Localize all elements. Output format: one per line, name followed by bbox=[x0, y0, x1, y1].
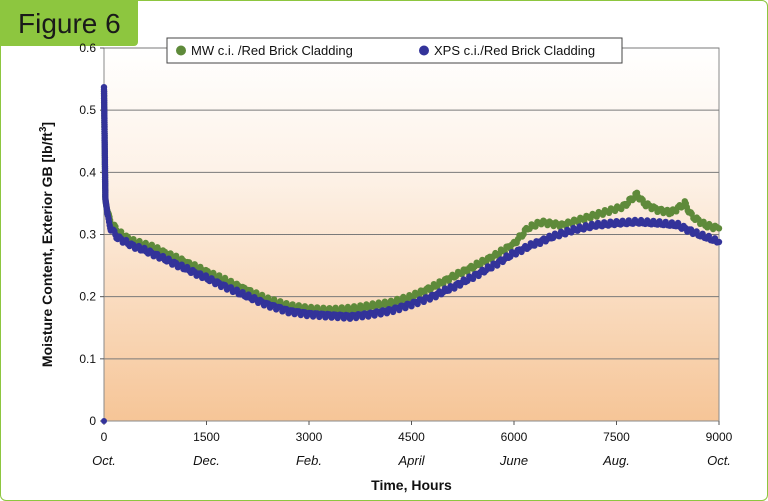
legend-label-mw: MW c.i. /Red Brick Cladding bbox=[191, 43, 353, 58]
x-tick-label: 3000 bbox=[296, 430, 323, 444]
legend-marker-mw bbox=[176, 45, 186, 56]
x-month-label: April bbox=[397, 453, 425, 468]
y-axis-label-close: ] bbox=[39, 122, 55, 127]
x-axis-ticks: 0 Oct. 1500 Dec. 3000 Feb. 4500 April 6000 June 75… bbox=[92, 421, 733, 468]
legend-box bbox=[166, 37, 623, 64]
data-point bbox=[715, 225, 723, 232]
x-tick-label: 9000 bbox=[706, 430, 733, 444]
y-axis-ticks: 0 0.1 0.2 0.3 0.4 0.5 0.6 bbox=[79, 41, 104, 428]
y-axis-label: Moisture Content, Exterior GB [lb/ft3] bbox=[38, 122, 55, 367]
y-tick-label: 0.4 bbox=[79, 165, 96, 179]
x-month-label: Dec. bbox=[193, 453, 220, 468]
data-point bbox=[715, 238, 723, 246]
series-xps bbox=[100, 84, 723, 322]
y-tick-label: 0.6 bbox=[79, 41, 96, 55]
y-tick-label: 0.3 bbox=[79, 228, 96, 242]
x-month-label: Aug. bbox=[602, 453, 630, 468]
x-month-label: Oct. bbox=[92, 453, 116, 468]
y-tick-label: 0.2 bbox=[79, 290, 96, 304]
y-tick-label: 0.1 bbox=[79, 352, 96, 366]
legend-label-xps: XPS c.i./Red Brick Cladding bbox=[434, 43, 595, 58]
x-tick-label: 6000 bbox=[501, 430, 528, 444]
figure-label-tab bbox=[0, 0, 138, 46]
x-tick-label: 7500 bbox=[603, 430, 630, 444]
x-month-label: June bbox=[499, 453, 528, 468]
y-axis-label-superscript: 3 bbox=[38, 126, 49, 132]
x-month-label: Oct. bbox=[707, 453, 731, 468]
x-axis-label: Time, Hours bbox=[371, 477, 452, 493]
legend-marker-xps bbox=[419, 45, 429, 56]
x-tick-label: 0 bbox=[101, 430, 108, 444]
y-tick-label: 0.5 bbox=[79, 103, 96, 117]
figure-label: Figure 6 bbox=[18, 8, 121, 39]
y-tick-label: 0 bbox=[89, 414, 96, 428]
series-points bbox=[100, 84, 723, 424]
x-tick-label: 1500 bbox=[193, 430, 220, 444]
legend: MW c.i. /Red Brick Cladding XPS c.i./Red… bbox=[166, 37, 623, 64]
x-tick-label: 4500 bbox=[398, 430, 425, 444]
y-axis-label-main: Moisture Content, Exterior GB [lb/ft bbox=[39, 132, 55, 367]
data-point bbox=[101, 418, 107, 424]
x-month-label: Feb. bbox=[296, 453, 322, 468]
